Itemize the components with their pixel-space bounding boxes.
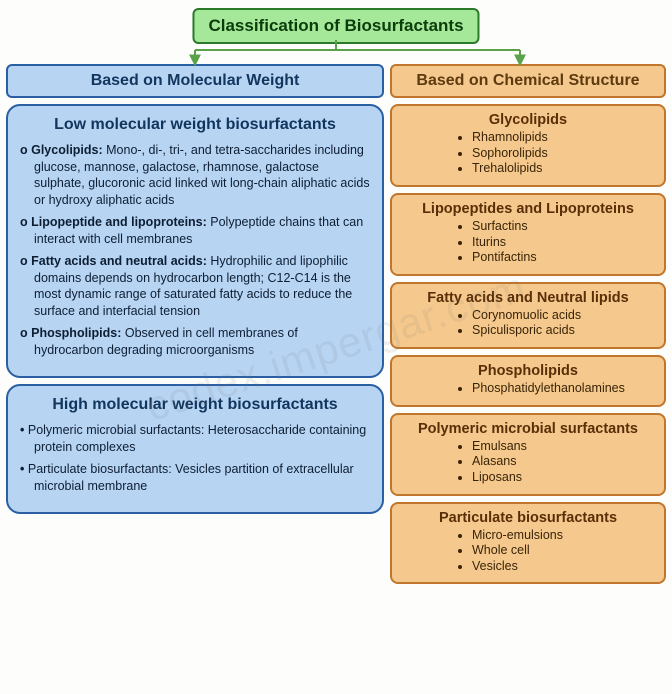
category-title: Glycolipids bbox=[402, 112, 654, 128]
category-item: Vesicles bbox=[472, 559, 654, 575]
category-list: Phosphatidylethanolamines bbox=[402, 381, 654, 397]
category-title: Phospholipids bbox=[402, 363, 654, 379]
category-item: Iturins bbox=[472, 235, 654, 251]
category-box: Fatty acids and Neutral lipids Corynomuol… bbox=[390, 282, 666, 349]
category-item: Pontifactins bbox=[472, 250, 654, 266]
right-column: Based on Chemical Structure Glycolipids R… bbox=[390, 64, 666, 590]
high-mw-item: Polymeric microbial surfactants: Heteros… bbox=[20, 422, 370, 455]
low-mw-item: Fatty acids and neutral acids: Hydrophil… bbox=[20, 253, 370, 319]
category-item: Emulsans bbox=[472, 439, 654, 455]
left-column-header: Based on Molecular Weight bbox=[6, 64, 384, 98]
left-column: Based on Molecular Weight Low molecular … bbox=[6, 64, 384, 590]
category-item: Micro-emulsions bbox=[472, 528, 654, 544]
low-mw-item: Glycolipids: Mono-, di-, tri-, and tetra… bbox=[20, 142, 370, 208]
category-box: Lipopeptides and Lipoproteins SurfactinsI… bbox=[390, 193, 666, 276]
low-mw-title: Low molecular weight biosurfactants bbox=[20, 116, 370, 134]
category-box: Phospholipids Phosphatidylethanolamines bbox=[390, 355, 666, 407]
category-list: Corynomuolic acidsSpiculisporic acids bbox=[402, 308, 654, 339]
category-item: Spiculisporic acids bbox=[472, 323, 654, 339]
category-item: Alasans bbox=[472, 454, 654, 470]
category-item: Corynomuolic acids bbox=[472, 308, 654, 324]
category-list: Micro-emulsionsWhole cellVesicles bbox=[402, 528, 654, 575]
category-item: Trehalolipids bbox=[472, 161, 654, 177]
category-list: RhamnolipidsSophorolipidsTrehalolipids bbox=[402, 130, 654, 177]
right-column-header: Based on Chemical Structure bbox=[390, 64, 666, 98]
category-item: Rhamnolipids bbox=[472, 130, 654, 146]
low-mw-panel: Low molecular weight biosurfactants Glyc… bbox=[6, 104, 384, 378]
category-item: Liposans bbox=[472, 470, 654, 486]
category-title: Lipopeptides and Lipoproteins bbox=[402, 201, 654, 217]
category-item: Sophorolipids bbox=[472, 146, 654, 162]
category-title: Polymeric microbial surfactants bbox=[402, 421, 654, 437]
low-mw-item: Lipopeptide and lipoproteins: Polypeptid… bbox=[20, 214, 370, 247]
high-mw-panel: High molecular weight biosurfactants Pol… bbox=[6, 384, 384, 514]
root-title-box: Classification of Biosurfactants bbox=[192, 8, 479, 44]
category-item: Phosphatidylethanolamines bbox=[472, 381, 654, 397]
category-box: Glycolipids RhamnolipidsSophorolipidsTreh… bbox=[390, 104, 666, 187]
category-title: Particulate biosurfactants bbox=[402, 510, 654, 526]
category-title: Fatty acids and Neutral lipids bbox=[402, 290, 654, 306]
category-list: EmulsansAlasansLiposans bbox=[402, 439, 654, 486]
category-item: Surfactins bbox=[472, 219, 654, 235]
low-mw-item: Phospholipids: Observed in cell membrane… bbox=[20, 325, 370, 358]
category-list: SurfactinsIturinsPontifactins bbox=[402, 219, 654, 266]
category-box: Polymeric microbial surfactants EmulsansA… bbox=[390, 413, 666, 496]
columns-container: Based on Molecular Weight Low molecular … bbox=[6, 64, 666, 590]
category-item: Whole cell bbox=[472, 543, 654, 559]
high-mw-item: Particulate biosurfactants: Vesicles par… bbox=[20, 461, 370, 494]
high-mw-title: High molecular weight biosurfactants bbox=[20, 396, 370, 414]
category-box: Particulate biosurfactants Micro-emulsion… bbox=[390, 502, 666, 585]
